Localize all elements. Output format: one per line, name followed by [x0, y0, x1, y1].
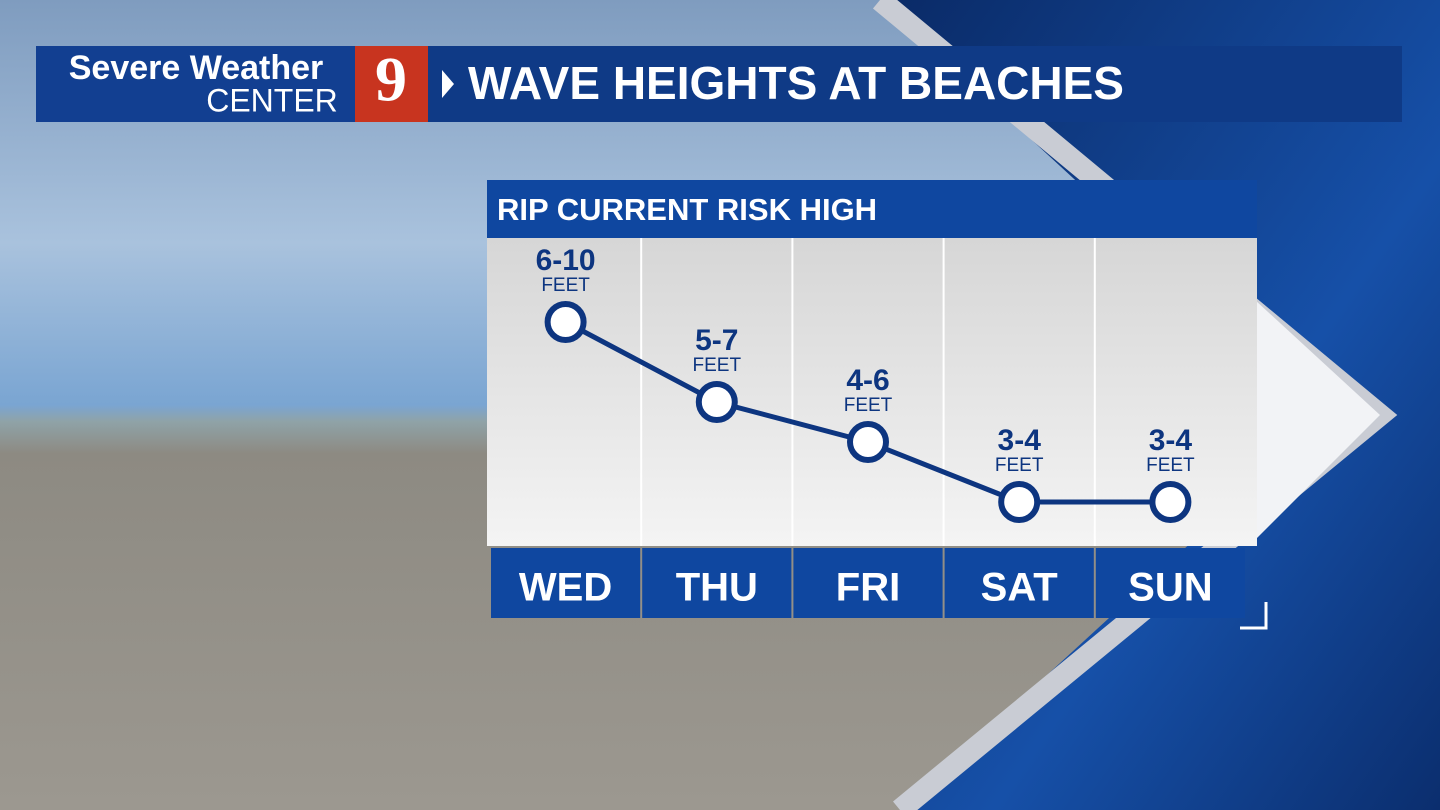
chevron-tip: [1255, 300, 1380, 540]
x-tick-label: FRI: [836, 566, 900, 610]
subtitle-bar: [487, 180, 1257, 238]
blue-panel: [880, 0, 1440, 810]
value-label: 6-10: [536, 244, 596, 277]
value-label: 5-7: [695, 324, 738, 357]
point: [998, 481, 1041, 523]
value-label: 3-4: [1149, 424, 1193, 457]
logo-box: [36, 46, 356, 122]
plot-area: [487, 238, 1257, 546]
channel-number: 9: [375, 44, 407, 115]
unit-label: FEET: [1146, 455, 1195, 476]
day-cell: [793, 548, 943, 618]
point: [1149, 481, 1192, 523]
x-tick-label: THU: [676, 566, 758, 610]
x-tick-label: WED: [519, 566, 612, 610]
day-cell: [642, 548, 792, 618]
logo-line1: Severe Weather: [69, 49, 324, 87]
logo-line2: CENTER: [206, 82, 338, 118]
point: [847, 421, 889, 463]
title: WAVE HEIGHTS AT BEACHES: [468, 57, 1124, 109]
point: [695, 381, 738, 423]
arrow: [442, 70, 454, 98]
point: [544, 301, 587, 343]
value-label: 4-6: [846, 364, 889, 397]
unit-label: FEET: [995, 455, 1044, 476]
unit-label: FEET: [541, 275, 590, 296]
value-label: 3-4: [998, 424, 1042, 457]
day-cell: [491, 548, 641, 618]
day-cell: [944, 548, 1094, 618]
x-tick-label: SAT: [981, 566, 1058, 610]
subtitle: RIP CURRENT RISK HIGH: [497, 192, 877, 227]
unit-label: FEET: [693, 355, 742, 376]
channel-box: [355, 46, 428, 122]
x-tick-label: SUN: [1128, 566, 1212, 610]
unit-label: FEET: [844, 395, 893, 416]
day-cell: [1095, 548, 1245, 618]
corner-mark: [1240, 602, 1268, 630]
